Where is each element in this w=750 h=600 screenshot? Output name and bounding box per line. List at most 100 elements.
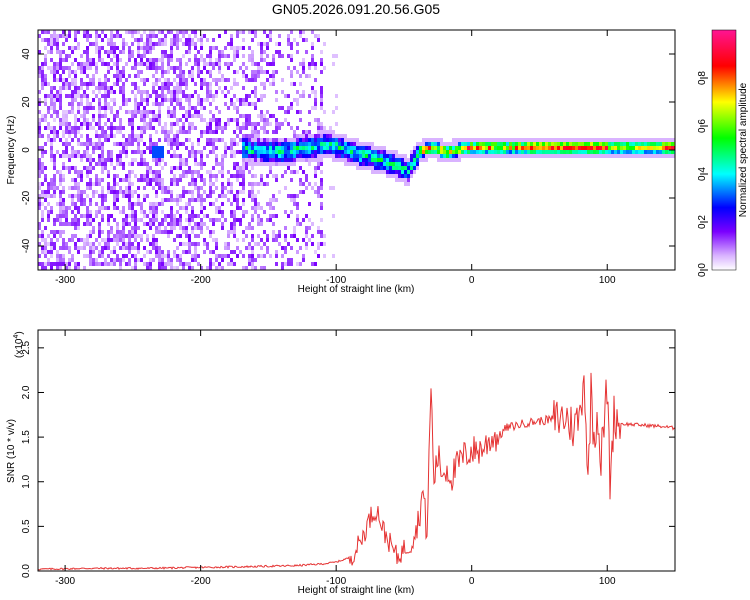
heat-cell — [227, 242, 230, 246]
heat-cell — [62, 198, 65, 202]
heat-cell — [245, 102, 248, 106]
heat-cell — [182, 78, 185, 82]
heat-cell — [266, 158, 269, 162]
heat-cell — [176, 98, 179, 102]
heat-cell — [575, 142, 578, 146]
heat-cell — [155, 190, 158, 194]
heat-cell — [233, 118, 236, 122]
heat-cell — [134, 234, 137, 238]
heat-cell — [179, 254, 182, 258]
heat-cell — [248, 146, 251, 150]
heat-cell — [242, 150, 245, 154]
heat-cell — [110, 90, 113, 94]
heat-cell — [149, 50, 152, 54]
heat-cell — [545, 154, 548, 158]
heat-cell — [209, 138, 212, 142]
heat-cell — [44, 206, 47, 210]
heat-cell — [425, 158, 428, 162]
heat-cell — [62, 70, 65, 74]
heat-cell — [338, 138, 341, 142]
heat-cell — [215, 198, 218, 202]
heat-cell — [401, 174, 404, 178]
heat-cell — [146, 126, 149, 130]
heat-cell — [68, 70, 71, 74]
heat-cell — [392, 154, 395, 158]
heat-cell — [479, 154, 482, 158]
snr-x-tick-label: 0 — [469, 576, 475, 587]
heat-cell — [140, 98, 143, 102]
heat-cell — [125, 214, 128, 218]
heat-cell — [230, 34, 233, 38]
heat-cell — [317, 150, 320, 154]
heat-cell — [203, 162, 206, 166]
heat-cell — [89, 34, 92, 38]
heat-cell — [38, 122, 41, 126]
heat-cell — [329, 134, 332, 138]
heat-cell — [191, 122, 194, 126]
heat-cell — [203, 106, 206, 110]
heat-cell — [131, 118, 134, 122]
heat-cell — [131, 142, 134, 146]
heat-cell — [107, 150, 110, 154]
heat-cell — [431, 142, 434, 146]
heat-cell — [437, 138, 440, 142]
heat-cell — [161, 266, 164, 270]
heat-cell — [251, 262, 254, 266]
heat-cell — [215, 138, 218, 142]
heat-cell — [230, 226, 233, 230]
heat-cell — [98, 234, 101, 238]
heat-cell — [251, 238, 254, 242]
heat-cell — [281, 154, 284, 158]
heat-cell — [53, 62, 56, 66]
heat-cell — [200, 154, 203, 158]
heat-cell — [386, 166, 389, 170]
heat-cell — [140, 134, 143, 138]
heat-cell — [152, 154, 155, 158]
heat-cell — [146, 238, 149, 242]
heat-cell — [50, 146, 53, 150]
heat-cell — [191, 258, 194, 262]
heat-cell — [62, 230, 65, 234]
heat-cell — [278, 162, 281, 166]
heat-cell — [296, 214, 299, 218]
heat-cell — [98, 162, 101, 166]
heat-cell — [173, 34, 176, 38]
heat-cell — [254, 242, 257, 246]
heat-cell — [263, 126, 266, 130]
heat-cell — [257, 66, 260, 70]
heat-cell — [140, 110, 143, 114]
heat-cell — [269, 146, 272, 150]
heat-cell — [551, 146, 554, 150]
heat-cell — [158, 178, 161, 182]
heat-cell — [155, 62, 158, 66]
heat-cell — [182, 250, 185, 254]
heat-cell — [50, 138, 53, 142]
heat-cell — [509, 142, 512, 146]
heat-cell — [611, 138, 614, 142]
heat-cell — [233, 250, 236, 254]
heat-cell — [86, 82, 89, 86]
heat-cell — [38, 242, 41, 246]
heat-cell — [107, 218, 110, 222]
heat-cell — [233, 106, 236, 110]
heat-cell — [191, 190, 194, 194]
heat-cell — [122, 162, 125, 166]
heat-cell — [629, 142, 632, 146]
heat-cell — [365, 142, 368, 146]
heat-cell — [227, 66, 230, 70]
heat-cell — [59, 90, 62, 94]
heat-cell — [380, 154, 383, 158]
heat-cell — [158, 174, 161, 178]
heat-cell — [209, 102, 212, 106]
heat-cell — [245, 146, 248, 150]
heat-cell — [242, 86, 245, 90]
heat-cell — [44, 118, 47, 122]
heat-cell — [308, 134, 311, 138]
heat-cell — [581, 154, 584, 158]
heat-cell — [482, 150, 485, 154]
heat-cell — [170, 114, 173, 118]
heat-cell — [98, 250, 101, 254]
heat-cell — [236, 174, 239, 178]
heat-cell — [113, 178, 116, 182]
heat-cell — [56, 262, 59, 266]
